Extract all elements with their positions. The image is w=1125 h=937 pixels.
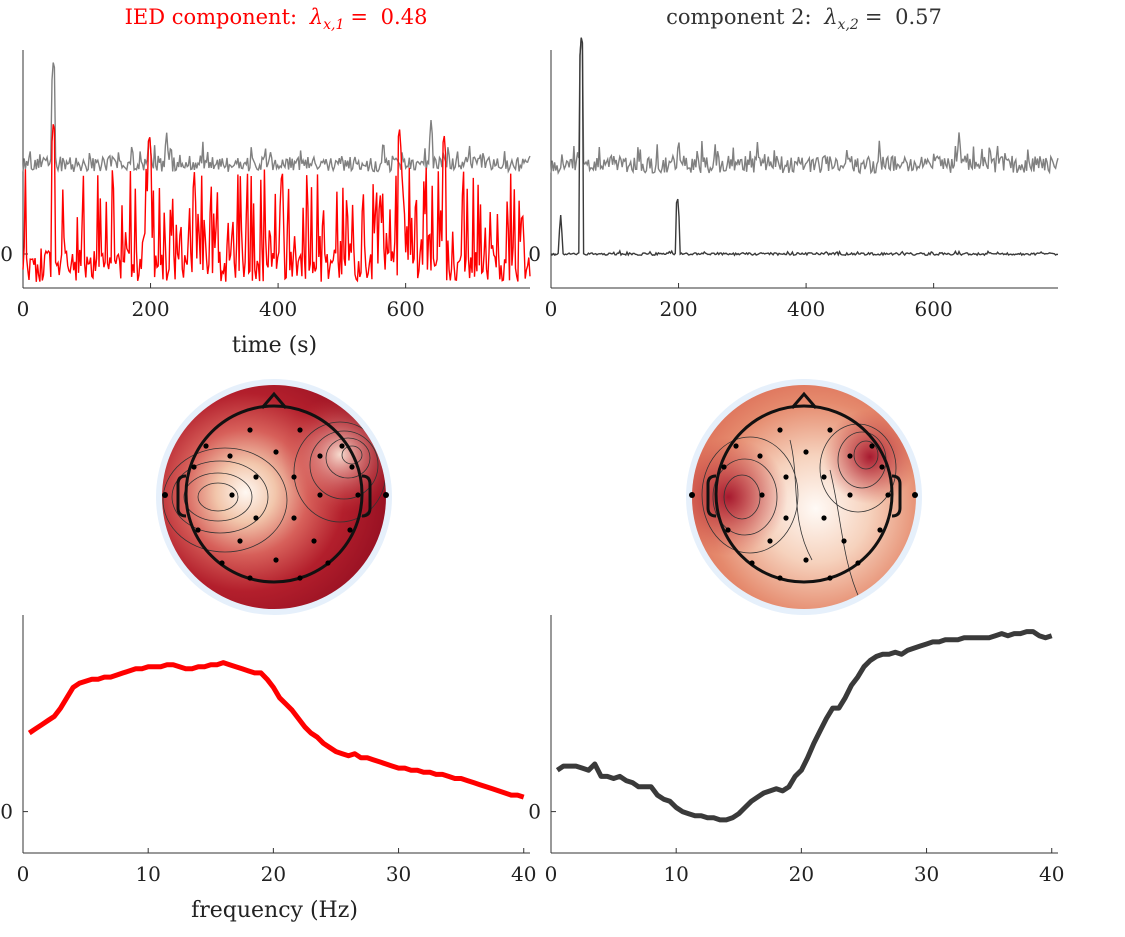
component2-time-course-x-tick-label: 600 — [915, 297, 953, 321]
component2-time-course-x-tick-label: 400 — [787, 297, 825, 321]
ied-spectrum-y-tick-label: 0 — [0, 800, 13, 824]
ied-time-course-x-tick-label: 200 — [131, 297, 169, 321]
topomap-ied-contours — [162, 421, 386, 553]
ied-spectrum-x-tick-label: 40 — [511, 862, 536, 886]
lambda-value-1: 0.48 — [381, 5, 428, 29]
ied-spectrum-x-tick-label: 20 — [261, 862, 286, 886]
component2-time-course-x-tick-label: 200 — [659, 297, 697, 321]
ied-time-course-y-tick-label: 0 — [0, 242, 13, 266]
component2-spectrum-x-tick-label: 10 — [663, 862, 688, 886]
equals-1: = — [350, 5, 368, 29]
component2-spectrum-x-tick-label: 40 — [1039, 862, 1064, 886]
topomap-component2-contours — [701, 423, 897, 601]
topomap-component2-field-right — [692, 385, 916, 609]
lambda-symbol-2: λ — [823, 5, 837, 29]
lambda-sub-1: x,1 — [323, 17, 344, 33]
lambda-value-2: 0.57 — [895, 5, 942, 29]
panel-title-1-prefix: IED component: — [125, 5, 298, 29]
component2-time-course-series-gray — [550, 37, 1059, 175]
topomap-ied-electrodes — [162, 427, 389, 581]
topomap-component2-electrodes — [689, 427, 918, 581]
ied-time-course-x-tick-label: 600 — [387, 297, 425, 321]
lambda-sub-2: x,2 — [838, 17, 859, 33]
ied-time-course-series-gray — [22, 62, 531, 174]
component2-time-course-chart: 0 200 400 600 0 — [528, 37, 1059, 321]
component2-spectrum-x-tick-label: 20 — [789, 862, 814, 886]
component2-spectrum-y-tick-label: 0 — [528, 800, 541, 824]
component2-spectrum-line — [555, 629, 1053, 823]
ied-time-course-chart: 0 200 400 600 0 time (s) — [0, 50, 531, 358]
panel-title-2-prefix: component 2: — [666, 5, 811, 29]
component2-spectrum-x-tick-label: 30 — [914, 862, 939, 886]
topomap-ied-head — [176, 391, 372, 584]
panel-title-2: component 2: λx,2 = 0.57 — [666, 5, 942, 33]
equals-2: = — [865, 5, 883, 29]
ied-time-course-x-tick-label: 0 — [17, 297, 30, 321]
component2-time-course-y-tick-label: 0 — [528, 242, 541, 266]
ied-spectrum-line — [27, 660, 525, 800]
ied-spectrum-x-tick-label: 10 — [135, 862, 160, 886]
component2-spectrum-chart: 0 10 20 30 40 0 — [528, 615, 1064, 886]
topomap-ied-field-hotspot — [162, 385, 386, 609]
ied-time-course-x-tick-label: 400 — [259, 297, 297, 321]
topomap-component2 — [686, 379, 922, 615]
topomap-component2-head — [706, 391, 902, 584]
ied-time-course-series-red — [22, 124, 531, 283]
ied-spectrum-x-label: frequency (Hz) — [191, 898, 358, 923]
component2-time-course-x-tick-label: 0 — [545, 297, 558, 321]
component2-spectrum-x-tick-label: 0 — [545, 862, 558, 886]
ied-spectrum-chart: 0 10 20 30 40 0 frequency (Hz) — [0, 615, 536, 923]
lambda-symbol-1: λ — [309, 5, 323, 29]
ied-spectrum-x-tick-label: 0 — [17, 862, 30, 886]
topomap-ied — [156, 379, 392, 615]
ied-spectrum-x-tick-label: 30 — [386, 862, 411, 886]
component2-time-course-series-dark — [550, 37, 1059, 257]
panel-title-1: IED component: λx,1 = 0.48 — [125, 5, 428, 33]
ied-time-course-x-label: time (s) — [232, 333, 317, 358]
